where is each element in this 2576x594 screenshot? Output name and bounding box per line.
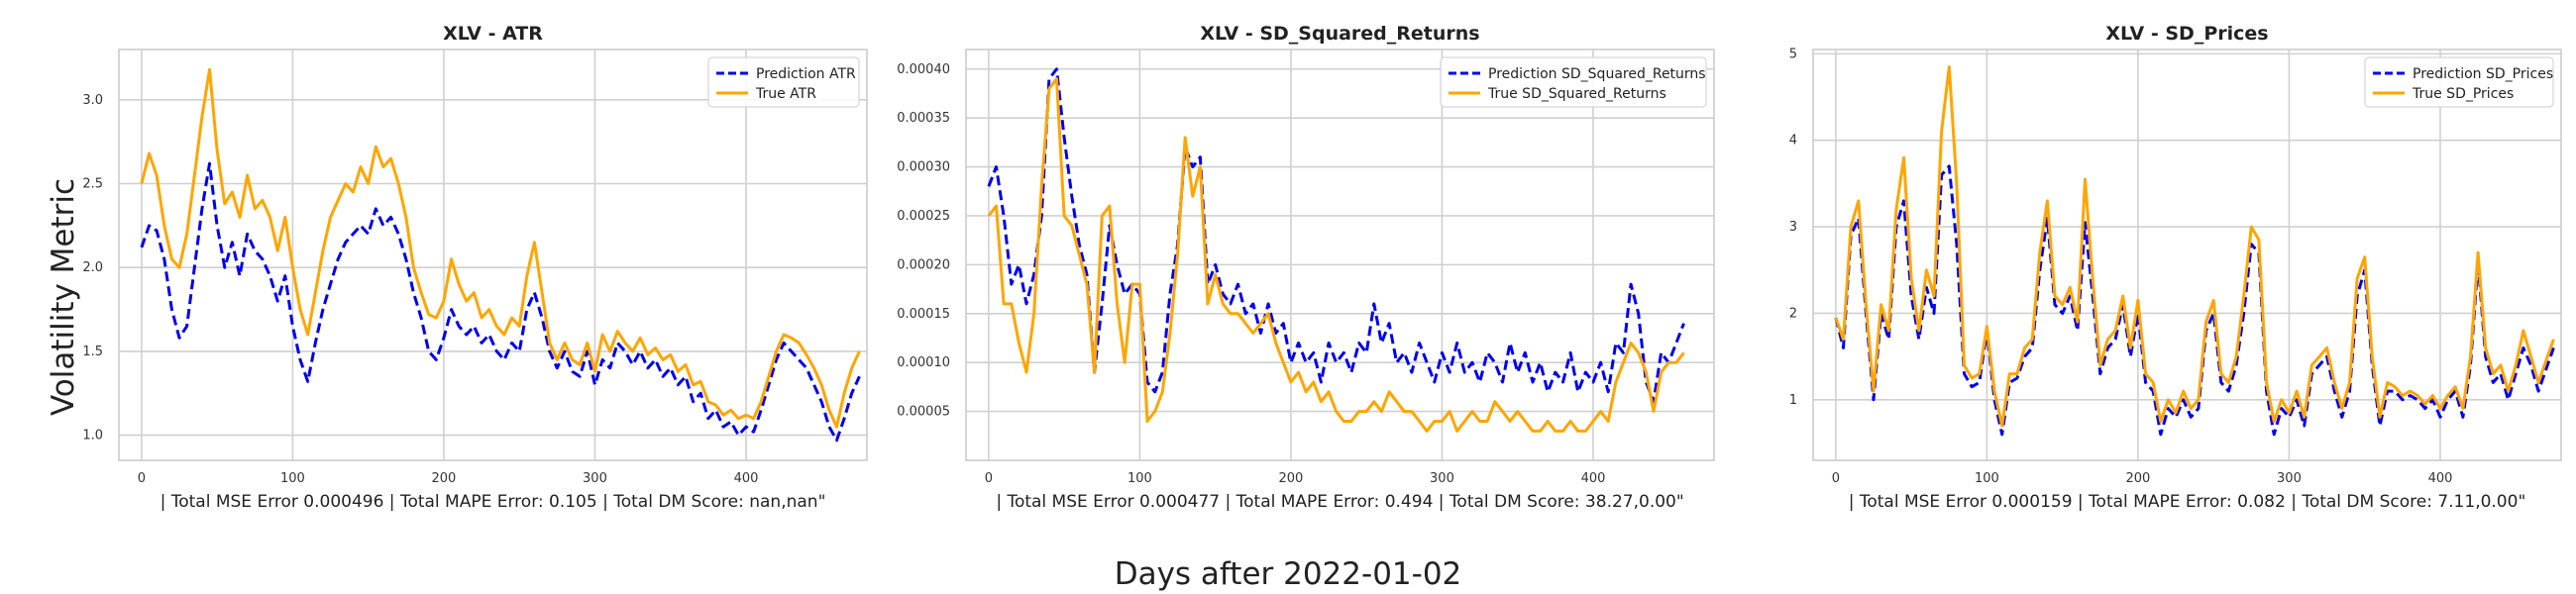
y-tick-label: 0.00040 [897, 62, 950, 77]
legend-box [2364, 56, 2554, 108]
series-line-prediction [1834, 164, 2555, 437]
legend-label: True SD_Squared_Returns [1487, 86, 1666, 102]
chart-title: XLV - ATR [443, 23, 543, 45]
y-tick-label: 3.0 [82, 93, 103, 108]
legend-label: Prediction SD_Prices [2413, 66, 2553, 82]
legend: Prediction ATR True ATR [707, 56, 860, 108]
x-tick-label: 200 [432, 471, 457, 486]
x-tick-label: 100 [1975, 471, 1999, 486]
plot-frame [965, 49, 1715, 461]
y-tick-label: 0.00025 [897, 209, 950, 224]
x-tick-label: 300 [2277, 471, 2302, 486]
x-tick-label: 100 [1127, 471, 1152, 486]
x-tick-label: 400 [2428, 471, 2453, 486]
y-tick-label: 2.5 [82, 177, 103, 192]
x-tick-label: 0 [138, 471, 146, 486]
y-tick-label: 2 [1789, 306, 1797, 321]
y-tick-label: 0.00035 [897, 111, 950, 126]
x-tick-label: 300 [583, 471, 607, 486]
y-tick-label: 1 [1789, 393, 1797, 408]
y-tick-label: 4 [1789, 134, 1797, 148]
chart-caption: | Total MSE Error 0.000496 | Total MAPE … [161, 492, 826, 512]
series-line-true [1834, 65, 2555, 428]
x-tick-label: 0 [985, 471, 993, 486]
y-tick-label: 0.00020 [897, 257, 950, 272]
legend-box [1440, 56, 1707, 108]
x-tick-label: 200 [1279, 471, 1304, 486]
y-tick-label: 0.00005 [897, 405, 950, 420]
chart-caption: | Total MSE Error 0.000477 | Total MAPE … [996, 492, 1683, 512]
legend: Prediction SD_Squared_Returns True SD_Squ… [1440, 56, 1707, 108]
series-line-true [987, 77, 1685, 433]
y-tick-label: 5 [1789, 47, 1797, 61]
figure-xlabel: Days after 2022-01-02 [1115, 556, 1462, 592]
figure-ylabel: Volatility Metric [46, 178, 81, 416]
series-line-prediction [140, 161, 861, 443]
x-tick-label: 400 [1581, 471, 1606, 486]
legend-label: Prediction SD_Squared_Returns [1488, 66, 1706, 82]
plot-frame [118, 49, 868, 461]
series-line-prediction [987, 67, 1685, 404]
x-tick-label: 100 [280, 471, 305, 486]
x-tick-label: 200 [2126, 471, 2151, 486]
x-tick-label: 0 [1832, 471, 1840, 486]
chart-title: XLV - SD_Prices [2105, 23, 2268, 45]
chart-panel-1: 0 100 200 300 400 1.0 1.5 2.0 2.5 3.0 XLV - ATR | T… [82, 23, 868, 512]
chart-panel-2: 0 100 200 300 400 0.00005 0.00010 0.00015 0.0002… [897, 23, 1715, 512]
chart-panel-3: 0 100 200 300 400 1 2 3 4 5 XLV - SD_Prices | Total… [1789, 23, 2562, 512]
legend-label: True ATR [755, 86, 816, 102]
y-tick-label: 3 [1789, 220, 1797, 235]
legend-label: Prediction ATR [756, 66, 856, 82]
x-tick-label: 400 [734, 471, 759, 486]
y-tick-label: 1.5 [82, 345, 103, 359]
legend: Prediction SD_Prices True SD_Prices [2364, 56, 2554, 108]
chart-caption: | Total MSE Error 0.000159 | Total MAPE … [1849, 492, 2526, 512]
plot-frame [1812, 49, 2562, 461]
y-tick-label: 0.00010 [897, 355, 950, 370]
y-tick-label: 2.0 [82, 260, 103, 275]
legend-label: True SD_Prices [2412, 86, 2514, 102]
y-tick-label: 0.00015 [897, 307, 950, 322]
chart-title: XLV - SD_Squared_Returns [1200, 23, 1479, 45]
y-tick-label: 1.0 [82, 429, 103, 444]
y-tick-label: 0.00030 [897, 160, 950, 175]
series-line-true [140, 67, 861, 429]
x-tick-label: 300 [1430, 471, 1454, 486]
